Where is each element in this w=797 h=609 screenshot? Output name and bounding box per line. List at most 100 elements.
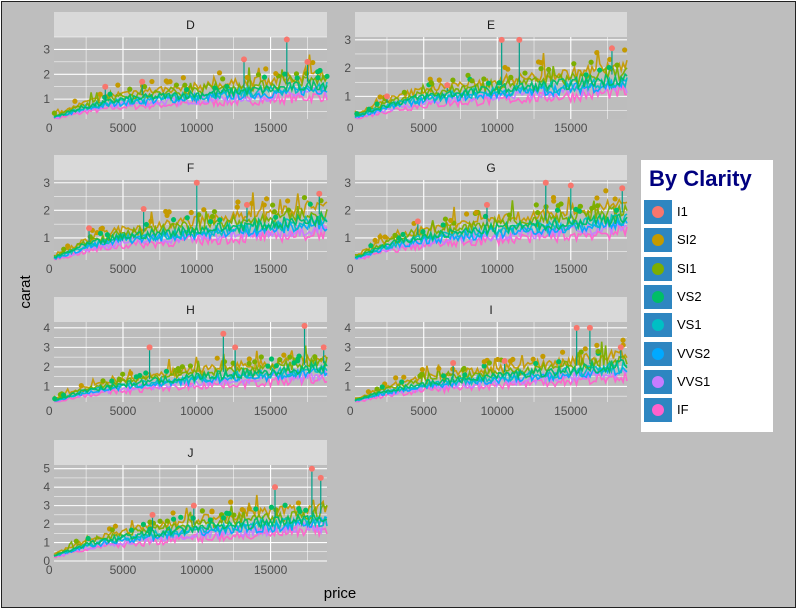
- data-point: [109, 378, 115, 384]
- x-tick-label: 10000: [180, 404, 214, 418]
- peak-point: [317, 474, 324, 481]
- data-point: [188, 209, 194, 216]
- x-tick-label: 10000: [180, 121, 214, 135]
- peak-point: [190, 502, 197, 509]
- data-point: [164, 79, 171, 85]
- data-point: [211, 209, 218, 215]
- data-point: [246, 360, 252, 367]
- data-point: [97, 230, 104, 237]
- legend-marker-icon: [652, 319, 664, 332]
- data-point: [163, 208, 169, 215]
- data-point: [270, 202, 276, 208]
- facet-strip: [54, 297, 327, 322]
- data-point: [252, 359, 258, 365]
- data-point: [273, 363, 280, 369]
- data-point: [595, 348, 601, 355]
- data-point: [576, 208, 582, 214]
- data-point: [522, 70, 528, 76]
- peak-point: [573, 324, 580, 331]
- facet-strip: [355, 12, 627, 37]
- y-tick-label: 2: [43, 360, 50, 374]
- y-tick-label: 3: [43, 340, 50, 354]
- legend-key: [644, 313, 672, 338]
- peak-point: [243, 201, 250, 208]
- data-point: [417, 373, 423, 379]
- data-point: [263, 196, 270, 202]
- data-point: [182, 82, 188, 88]
- facet-panel-E: E 0 5000 10000 15000 1 2 3: [344, 12, 628, 135]
- legend-entry-si2: SI2: [641, 228, 771, 253]
- data-point: [495, 356, 501, 363]
- series-line-vs2: [53, 210, 328, 259]
- data-point: [556, 359, 562, 365]
- legend-label: SI2: [677, 232, 697, 248]
- x-tick-label: 5000: [410, 262, 437, 276]
- x-tick-label: 5000: [410, 121, 437, 135]
- series-line-si1: [53, 502, 328, 557]
- data-point: [52, 396, 58, 402]
- data-point: [127, 86, 133, 92]
- data-point: [99, 225, 105, 231]
- y-tick-label: 2: [43, 517, 50, 531]
- data-point: [436, 366, 442, 372]
- series-line-vs2: [53, 78, 328, 118]
- facet-panel-H: H 0 5000 10000 15000 1 2 3 4: [43, 297, 328, 418]
- facet-label: H: [186, 303, 195, 317]
- facet-panel-D: D 0 5000 10000 15000 1 2 3: [43, 12, 330, 135]
- data-point: [540, 353, 546, 359]
- x-tick-label: 10000: [481, 121, 515, 135]
- facet-strip: [355, 155, 627, 180]
- legend-marker-icon: [652, 234, 664, 247]
- data-point: [613, 207, 620, 213]
- data-point: [554, 207, 561, 213]
- data-point: [594, 195, 600, 201]
- data-point: [465, 72, 471, 78]
- data-point: [546, 66, 552, 73]
- data-point: [301, 194, 308, 201]
- data-point: [253, 506, 259, 512]
- peak-point: [608, 45, 615, 52]
- data-point: [293, 71, 300, 77]
- facet-panel-I: I 0 5000 10000 15000 1 2 3 4: [344, 297, 628, 418]
- x-tick-label: 10000: [180, 262, 214, 276]
- data-point: [295, 500, 302, 506]
- peak-point: [140, 205, 147, 212]
- data-point: [120, 371, 126, 377]
- data-point: [578, 349, 584, 355]
- x-tick-label: 0: [46, 404, 53, 418]
- peak-point: [193, 179, 200, 186]
- data-point: [597, 67, 603, 73]
- data-point: [510, 356, 516, 362]
- data-point: [61, 246, 67, 252]
- data-point: [436, 77, 442, 83]
- data-point: [461, 365, 467, 372]
- data-point: [209, 213, 216, 220]
- peak-point: [308, 465, 315, 472]
- x-tick-label: 15000: [254, 563, 288, 577]
- series-line-vs2: [53, 511, 328, 557]
- data-point: [128, 370, 134, 376]
- data-point: [220, 76, 226, 82]
- legend-label: VS1: [677, 317, 702, 333]
- data-point: [392, 232, 398, 238]
- data-point: [170, 516, 177, 522]
- data-point: [97, 91, 103, 97]
- data-point: [149, 78, 155, 85]
- data-point: [196, 212, 202, 218]
- legend-key: [644, 200, 672, 224]
- data-point: [481, 76, 487, 82]
- data-point: [374, 386, 380, 392]
- data-point: [594, 50, 600, 56]
- y-tick-label: 4: [43, 480, 50, 494]
- data-point: [163, 368, 170, 374]
- data-point: [221, 359, 228, 365]
- y-tick-label: 2: [43, 67, 50, 81]
- data-point: [261, 74, 268, 80]
- peak-point: [220, 330, 227, 337]
- data-point: [116, 376, 122, 382]
- x-tick-label: 15000: [254, 404, 288, 418]
- data-point: [277, 356, 283, 363]
- series-line-si1: [53, 67, 328, 117]
- facet-strip: [54, 12, 327, 37]
